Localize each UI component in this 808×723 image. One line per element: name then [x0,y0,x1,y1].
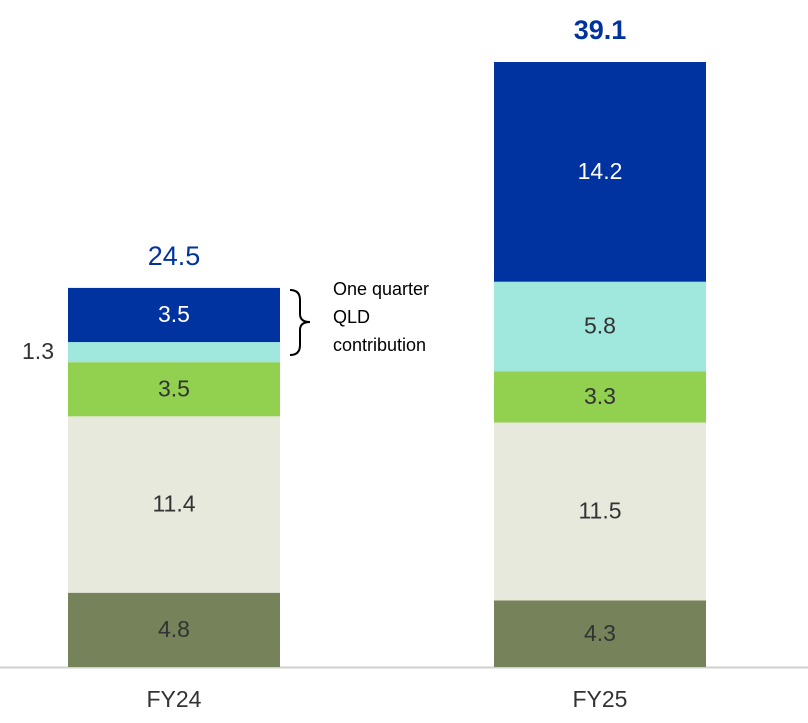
bar-segment [494,62,706,282]
segment-label: 3.3 [584,383,616,409]
bar-segment [494,422,706,601]
bar-segment [494,371,706,423]
x-tick-label: FY25 [573,686,628,712]
segment-label: 14.2 [578,158,623,184]
bracket [289,289,311,356]
segment-label: 11.5 [578,498,621,524]
annotation-line: contribution [333,335,426,355]
segment-label: 3.5 [158,301,190,327]
segment-label: 4.8 [158,616,190,642]
annotation-line: One quarter [333,279,429,299]
total-label: 24.5 [148,241,201,271]
segment-label: 5.8 [584,313,616,339]
bar-segment [68,287,280,343]
segment-label: 3.5 [158,375,190,401]
total-label: 39.1 [574,15,627,45]
segment-label: 4.3 [584,620,616,646]
x-tick-label: FY24 [147,686,202,712]
bar-segment [494,281,706,372]
bar-segment [68,416,280,593]
segment-label: 11.4 [152,491,195,517]
segment-label: 1.3 [22,338,54,364]
bar-segment [494,600,706,667]
bar-segment [68,362,280,417]
bar-segment [68,342,280,363]
annotation-line: QLD [333,307,370,327]
bar-segment [68,592,280,667]
